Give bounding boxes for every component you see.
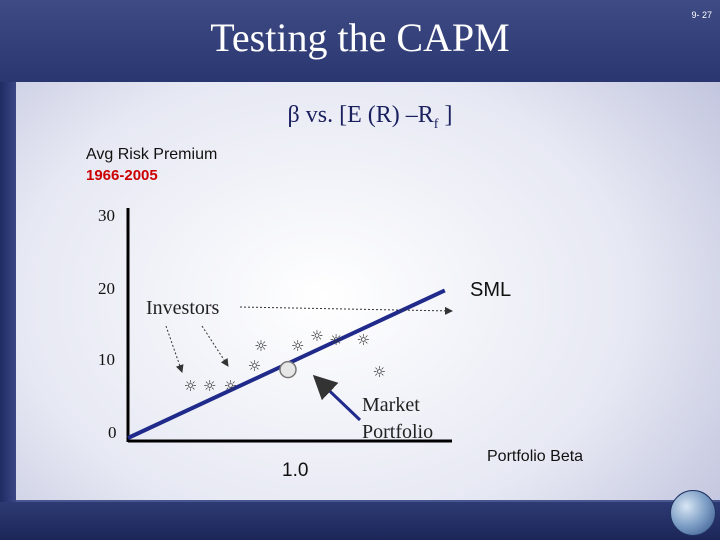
left-decorative-bar bbox=[0, 82, 16, 502]
y-tick-0: 0 bbox=[108, 423, 117, 442]
portfolio-point-6: ☼ bbox=[291, 337, 304, 355]
portfolio-point-9: ☼ bbox=[356, 331, 369, 349]
slide-title: Testing the CAPM bbox=[210, 15, 510, 60]
y-label-line-1: Avg Risk Premium bbox=[86, 146, 217, 163]
market-label-line-2: Portfolio bbox=[362, 421, 433, 443]
portfolio-point-4: ☼ bbox=[248, 357, 261, 375]
y-tick-20: 20 bbox=[98, 279, 115, 298]
globe-logo-icon bbox=[670, 490, 716, 536]
subtitle-end: ] bbox=[438, 102, 453, 128]
subtitle-text: vs. [E (R) –R bbox=[299, 102, 434, 128]
investors-arrow-left bbox=[165, 325, 184, 373]
y-tick-30: 30 bbox=[98, 206, 115, 225]
portfolio-point-3: ☼ bbox=[224, 377, 237, 395]
investors-label: Investors bbox=[146, 297, 220, 319]
footer-divider bbox=[16, 500, 720, 502]
market-label-line-1: Market bbox=[362, 394, 420, 416]
market-portfolio-point bbox=[279, 360, 297, 379]
y-label-line-2: 1966-2005 bbox=[86, 167, 158, 184]
portfolio-point-10: ☼ bbox=[372, 363, 385, 381]
slide-number: 9- 27 bbox=[691, 10, 712, 20]
subtitle-subscript: f bbox=[433, 116, 439, 132]
portfolio-point-1: ☼ bbox=[184, 377, 197, 395]
chart-subtitle: β vs. [E (R) –Rf ] bbox=[0, 102, 720, 133]
portfolio-point-7: ☼ bbox=[310, 327, 323, 345]
x-tick-1: 1.0 bbox=[282, 460, 308, 481]
x-axis-label: Portfolio Beta bbox=[487, 448, 583, 465]
portfolio-point-2: ☼ bbox=[203, 377, 216, 395]
beta-symbol: β bbox=[287, 102, 300, 128]
investors-arrow-high bbox=[239, 306, 453, 315]
portfolio-points: ☼ ☼ ☼☼☼ ☼☼ ☼ ☼☼ bbox=[184, 327, 386, 395]
portfolio-point-8: ☼ bbox=[329, 331, 342, 349]
portfolio-point-5: ☼ bbox=[254, 337, 267, 355]
market-portfolio-arrow bbox=[312, 374, 362, 422]
footer-bar bbox=[0, 502, 720, 540]
investors-arrow-mid bbox=[201, 325, 229, 367]
title-bar bbox=[0, 0, 720, 82]
y-tick-10: 10 bbox=[98, 350, 115, 369]
sml-label: SML bbox=[470, 279, 511, 301]
